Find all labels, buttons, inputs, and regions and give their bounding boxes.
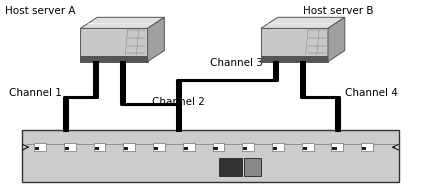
- Polygon shape: [147, 17, 164, 62]
- Polygon shape: [328, 17, 345, 62]
- Bar: [362, 147, 366, 150]
- Bar: [361, 143, 373, 151]
- Text: Channel 4: Channel 4: [345, 88, 398, 98]
- Bar: [331, 143, 343, 151]
- Bar: [94, 143, 105, 151]
- Bar: [242, 143, 254, 151]
- Text: Host server A: Host server A: [5, 6, 75, 16]
- Bar: [303, 147, 307, 150]
- Bar: [243, 147, 248, 150]
- Bar: [261, 28, 328, 62]
- Bar: [124, 147, 128, 150]
- Bar: [184, 147, 188, 150]
- Bar: [213, 147, 218, 150]
- Text: Channel 3: Channel 3: [210, 58, 264, 68]
- Bar: [261, 56, 328, 62]
- Bar: [123, 143, 135, 151]
- Bar: [35, 147, 39, 150]
- Bar: [153, 143, 165, 151]
- Bar: [154, 147, 158, 150]
- Polygon shape: [261, 17, 345, 28]
- Bar: [34, 143, 46, 151]
- Bar: [302, 143, 314, 151]
- Bar: [183, 143, 195, 151]
- Polygon shape: [80, 17, 164, 28]
- Bar: [332, 147, 336, 150]
- Bar: [273, 147, 277, 150]
- Text: Channel 2: Channel 2: [152, 97, 205, 107]
- Bar: [64, 143, 76, 151]
- Bar: [244, 158, 261, 176]
- Bar: [65, 147, 69, 150]
- Bar: [80, 28, 147, 62]
- Bar: [80, 56, 147, 62]
- Bar: [219, 158, 242, 176]
- Text: Host server B: Host server B: [303, 6, 373, 16]
- Bar: [272, 143, 284, 151]
- Bar: [95, 147, 99, 150]
- Bar: [213, 143, 224, 151]
- Bar: [21, 130, 400, 182]
- Text: Channel 1: Channel 1: [9, 88, 62, 98]
